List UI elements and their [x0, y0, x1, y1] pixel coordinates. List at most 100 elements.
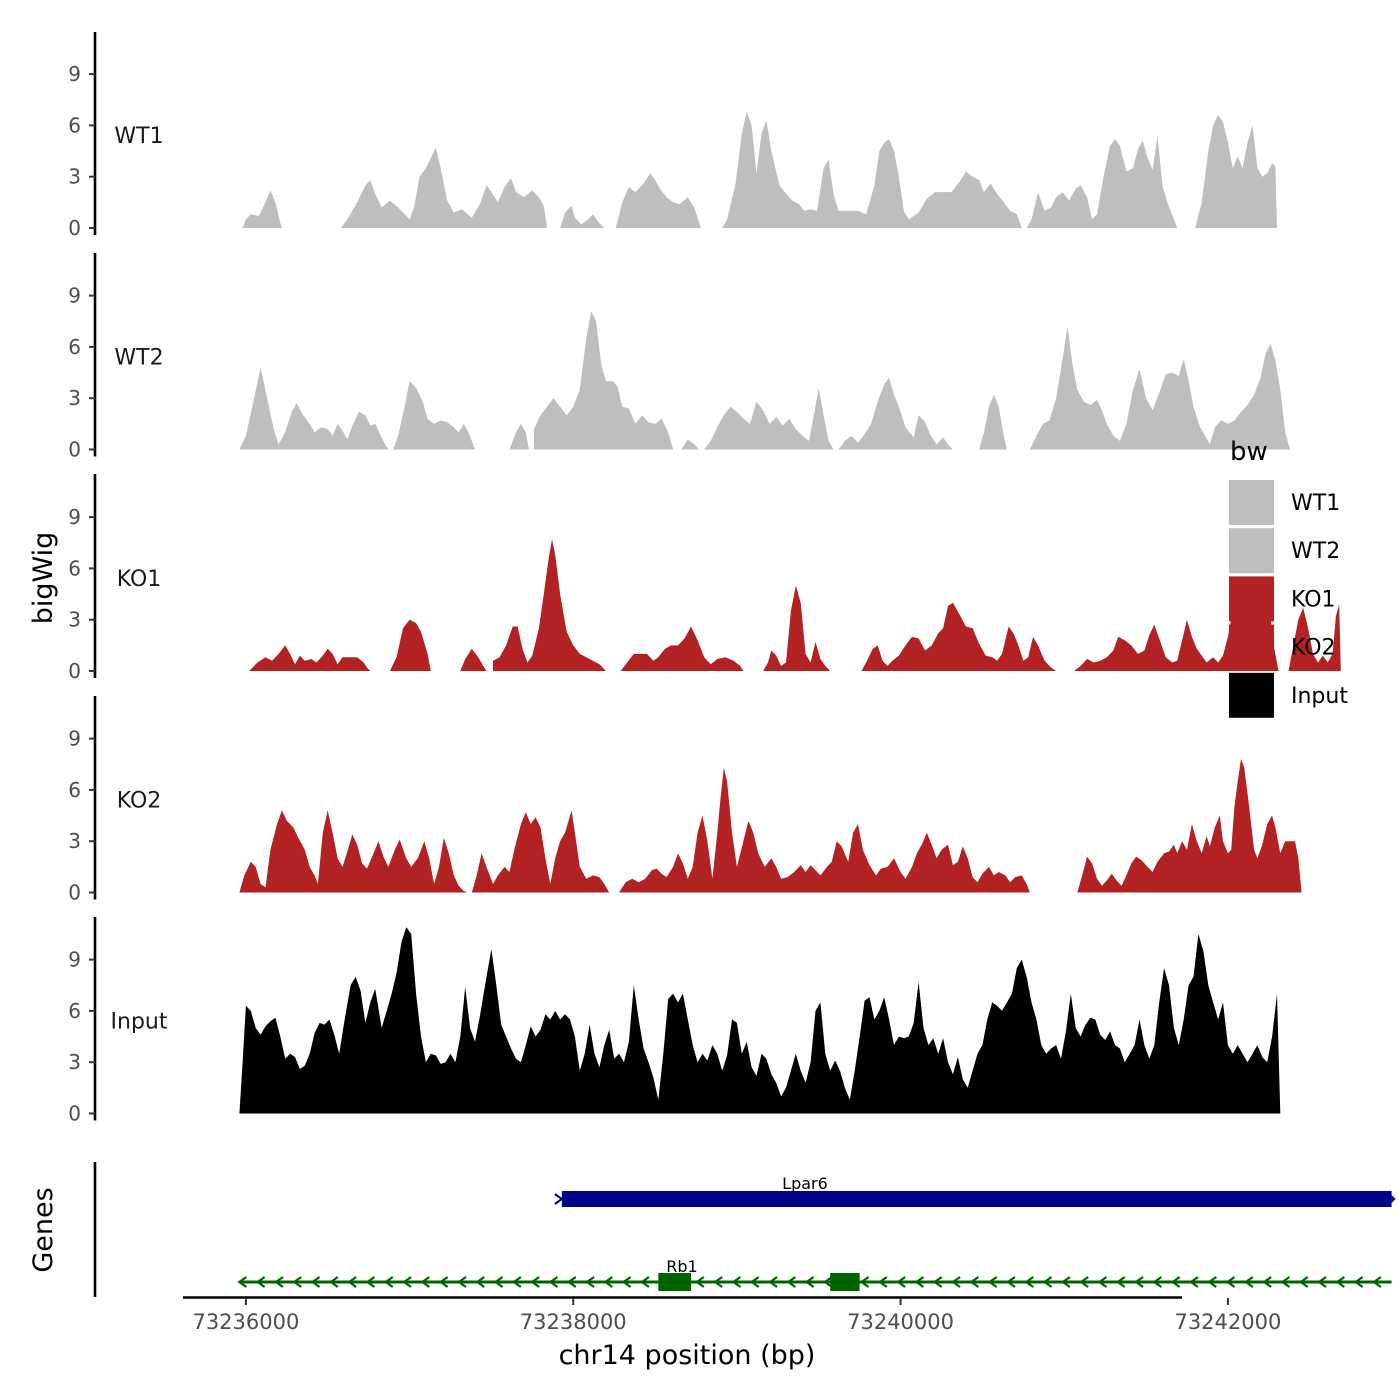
strand-arrow: [694, 1276, 705, 1288]
gene-lpar6: Lpar6: [554, 1174, 1396, 1207]
strand-arrow: [1262, 1276, 1272, 1288]
strand-arrow: [1280, 1276, 1291, 1288]
strand-arrow: [237, 1276, 247, 1288]
x-axis: 73236000 73238000 73240000 73242000: [183, 1296, 1281, 1334]
strand-arrow: [896, 1276, 906, 1288]
legend-item-wt2: WT2: [1229, 528, 1340, 574]
strand-arrow: [438, 1276, 449, 1288]
track-ko2: 0 3 6 9 KO2: [68, 696, 1302, 905]
signal-area: [560, 205, 605, 228]
strand-arrow: [383, 1276, 394, 1288]
strand-arrow: [328, 1276, 339, 1288]
strand-arrow: [1207, 1276, 1217, 1288]
y-tick-label: 0: [68, 1102, 81, 1126]
strand-arrow: [1391, 1195, 1396, 1203]
strand-arrow: [1134, 1276, 1144, 1288]
y-tick-label: 6: [68, 778, 81, 802]
legend: WT1 WT2 KO1 KO2 Input: [1229, 480, 1348, 718]
y-tick-label: 9: [68, 505, 81, 529]
strand-arrow: [731, 1276, 742, 1288]
strand-arrow: [1060, 1276, 1071, 1288]
strand-arrow: [457, 1276, 467, 1288]
strand-arrow: [640, 1276, 650, 1288]
signal-area: [1077, 759, 1302, 893]
y-tick-label: 9: [68, 948, 81, 972]
strand-arrow: [914, 1276, 925, 1288]
legend-label: WT2: [1291, 539, 1340, 564]
strand-arrow: [859, 1276, 870, 1288]
signal-area: [1288, 604, 1341, 671]
strand-arrow: [1243, 1276, 1254, 1288]
exon: [658, 1273, 692, 1291]
legend-swatch: [1229, 480, 1274, 525]
strand-arrow: [255, 1276, 266, 1288]
strand-arrow: [1317, 1276, 1327, 1288]
strand-arrow: [402, 1276, 412, 1288]
strand-arrow: [310, 1276, 321, 1288]
gene-label: Lpar6: [782, 1174, 828, 1193]
y-tick-label: 6: [68, 335, 81, 359]
strand-arrow: [1189, 1276, 1199, 1288]
signal-area: [239, 810, 467, 893]
strand-arrow: [548, 1276, 559, 1288]
strand-arrow: [951, 1276, 961, 1288]
strand-arrow: [292, 1276, 302, 1288]
strand-arrow: [1353, 1276, 1364, 1288]
strand-arrow: [493, 1276, 504, 1288]
strand-arrow: [603, 1276, 613, 1288]
y-tick-label: 0: [68, 881, 81, 905]
signal-area: [460, 648, 487, 671]
strand-arrow: [1006, 1276, 1016, 1288]
gene-panel: Lpar6 Rb1: [93, 1162, 1396, 1297]
y-tick-label: 9: [68, 727, 81, 751]
signal-area: [704, 387, 834, 450]
signal-area: [249, 645, 371, 671]
strand-arrow: [585, 1276, 595, 1288]
y-tick-label: 3: [68, 165, 81, 189]
signal-area: [534, 311, 674, 450]
strand-arrow: [804, 1276, 815, 1288]
y-tick-label: 9: [68, 284, 81, 308]
exon: [830, 1273, 860, 1291]
y-tick-label: 6: [68, 999, 81, 1023]
strand-arrow: [823, 1276, 833, 1288]
strand-arrow: [1115, 1276, 1126, 1288]
signal-area: [1026, 135, 1178, 228]
signal-area: [620, 626, 744, 671]
strand-arrow: [511, 1276, 522, 1288]
x-tick-label: 73242000: [1174, 1310, 1281, 1334]
legend-item-input: Input: [1229, 672, 1348, 718]
signal-area: [615, 173, 701, 228]
legend-label: KO1: [1291, 587, 1336, 612]
strand-arrow: [1042, 1276, 1053, 1288]
track-wt1: 0 3 6 9 WT1: [68, 32, 1277, 240]
signal-area: [1074, 578, 1279, 671]
signal-area: [681, 439, 700, 450]
signal-area: [722, 111, 1022, 228]
track-label: KO1: [117, 567, 162, 592]
y-tick-label: 3: [68, 1050, 81, 1074]
signal-area: [340, 147, 547, 228]
strand-arrow: [530, 1276, 540, 1288]
y-axis-title-genes: Genes: [28, 1187, 59, 1272]
strand-arrow: [554, 1193, 564, 1205]
strand-arrow: [1170, 1276, 1181, 1288]
strand-arrow: [932, 1276, 943, 1288]
gene-rb1: Rb1: [237, 1257, 1392, 1291]
track-label: KO2: [117, 789, 162, 814]
signal-area: [242, 190, 282, 228]
strand-arrow: [365, 1276, 376, 1288]
track-wt2: 0 3 6 9 WT2: [68, 253, 1291, 462]
signal-area: [493, 539, 606, 671]
strand-arrow: [1335, 1276, 1345, 1288]
legend-swatch: [1229, 624, 1274, 670]
signal-area: [471, 810, 610, 893]
gene-label: Rb1: [666, 1257, 697, 1276]
strand-arrow: [768, 1276, 778, 1288]
signal-area: [1029, 326, 1291, 450]
strand-arrow: [713, 1276, 723, 1288]
signal-area: [619, 767, 1030, 893]
y-tick-label: 9: [68, 62, 81, 86]
strand-arrow: [1097, 1276, 1108, 1288]
y-tick-label: 3: [68, 386, 81, 410]
